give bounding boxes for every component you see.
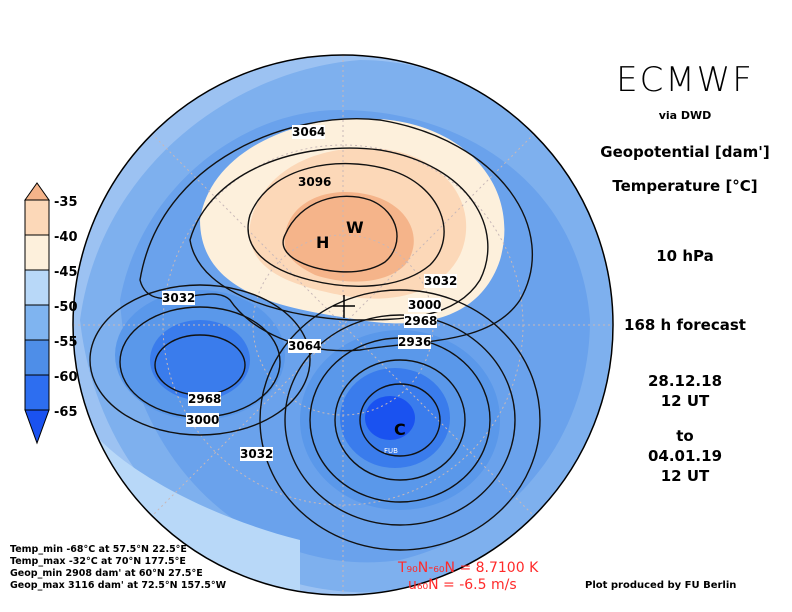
temp-max: Temp_max -32°C at 70°N 177.5°E: [10, 556, 186, 567]
init-time: 12 UT: [660, 392, 710, 410]
level-label: 10 hPa: [656, 247, 714, 265]
contour-label: 3000: [186, 413, 220, 427]
pole-marker: [333, 295, 355, 318]
variable2-label: Temperature [°C]: [612, 177, 758, 195]
contour-label: 2968: [404, 314, 438, 328]
cold-marker: C: [394, 420, 406, 439]
high-marker: H: [316, 233, 330, 252]
to-label: to: [676, 427, 694, 445]
contour-label: 2936: [398, 335, 432, 349]
init-date: 28.12.18: [647, 372, 723, 390]
warm-marker: W: [346, 218, 364, 237]
colorbar-label: -60: [54, 370, 78, 385]
contour-label: 3096: [298, 175, 332, 189]
wind-index: u₆₀N = -6.5 m/s: [408, 577, 517, 593]
city-marker: FUB: [384, 447, 398, 455]
stats-block: Temp_min -68°C at 57.5°N 22.5°E Temp_max…: [10, 544, 226, 592]
colorbar-label: -35: [54, 195, 78, 210]
contour-label: 3000: [408, 298, 442, 312]
model-title: ECMWF: [616, 60, 754, 100]
contour-label: 3032: [240, 447, 274, 461]
colorbar-label: -55: [54, 335, 78, 350]
geop-min: Geop_min 2908 dam' at 60°N 27.5°E: [10, 568, 203, 579]
credit-label: Plot produced by FU Berlin: [585, 580, 737, 591]
temperature-field: [73, 55, 613, 595]
geop-max: Geop_max 3116 dam' at 72.5°N 157.5°W: [10, 580, 227, 591]
colorbar-label: -65: [54, 405, 78, 420]
contour-label: 3032: [162, 291, 196, 305]
variable1-label: Geopotential [dam']: [600, 143, 770, 161]
temp-min: Temp_min -68°C at 57.5°N 22.5°E: [10, 544, 187, 555]
contour-label: 3064: [292, 125, 326, 139]
forecast-label: 168 h forecast: [624, 316, 746, 334]
colorbar-label: -40: [54, 230, 78, 245]
valid-date: 04.01.19: [647, 447, 723, 465]
colorbar-label: -45: [54, 265, 78, 280]
contour-label: 3064: [288, 339, 322, 353]
colorbar: [24, 182, 50, 445]
colorbar-label: -50: [54, 300, 78, 315]
temperature-index: T₉₀N-₆₀N = 8.7100 K: [398, 560, 539, 576]
via-label: via DWD: [658, 109, 712, 122]
contour-label: 2968: [188, 392, 222, 406]
contour-label: 3032: [424, 274, 458, 288]
valid-time: 12 UT: [660, 467, 710, 485]
